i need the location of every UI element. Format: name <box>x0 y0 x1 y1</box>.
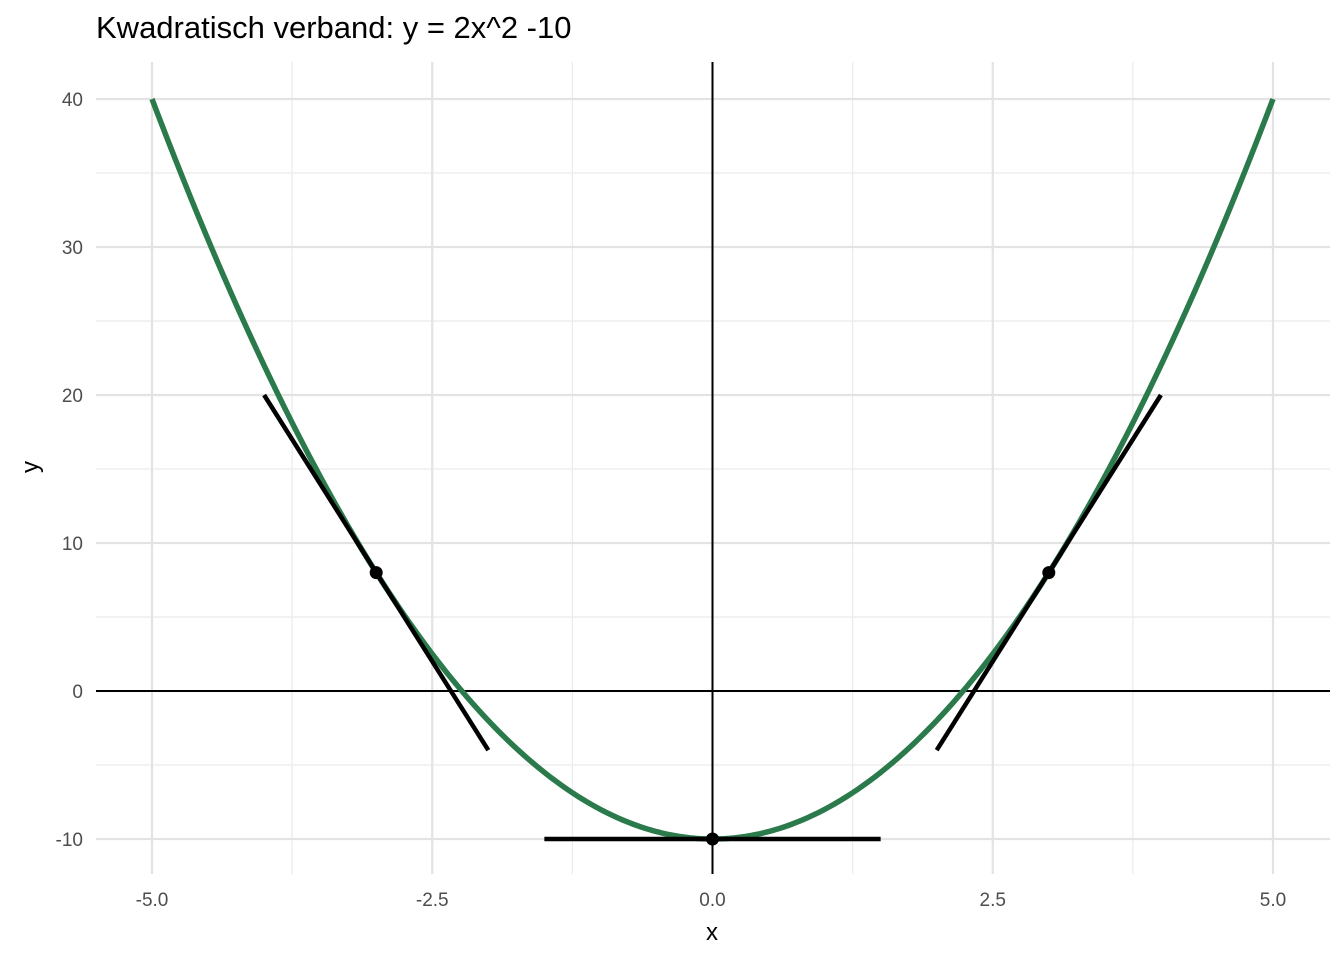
y-tick-label: 40 <box>62 90 83 111</box>
y-axis-ticks: -10 0 10 20 30 40 <box>56 90 83 851</box>
x-tick-label: 5.0 <box>1260 890 1286 911</box>
y-tick-label: -10 <box>56 830 83 851</box>
y-tick-label: 0 <box>72 682 83 703</box>
x-axis-title: x <box>706 919 718 946</box>
tangent-point <box>369 566 383 580</box>
tangent-point <box>706 832 719 846</box>
x-tick-label: -2.5 <box>416 890 449 911</box>
y-axis-title: y <box>17 461 44 473</box>
chart-title: Kwadratisch verband: y = 2x^2 -10 <box>96 10 572 45</box>
reference-lines <box>96 62 1330 874</box>
y-tick-label: 30 <box>62 238 83 259</box>
point-layer <box>369 566 1056 846</box>
y-tick-label: 10 <box>62 534 83 555</box>
x-tick-label: 2.5 <box>980 890 1006 911</box>
y-tick-label: 20 <box>62 386 83 407</box>
x-tick-label: 0.0 <box>699 890 725 911</box>
tangent-point <box>1042 566 1056 580</box>
x-tick-label: -5.0 <box>136 890 169 911</box>
x-axis-ticks: -5.0 -2.5 0.0 2.5 5.0 <box>136 890 1287 911</box>
